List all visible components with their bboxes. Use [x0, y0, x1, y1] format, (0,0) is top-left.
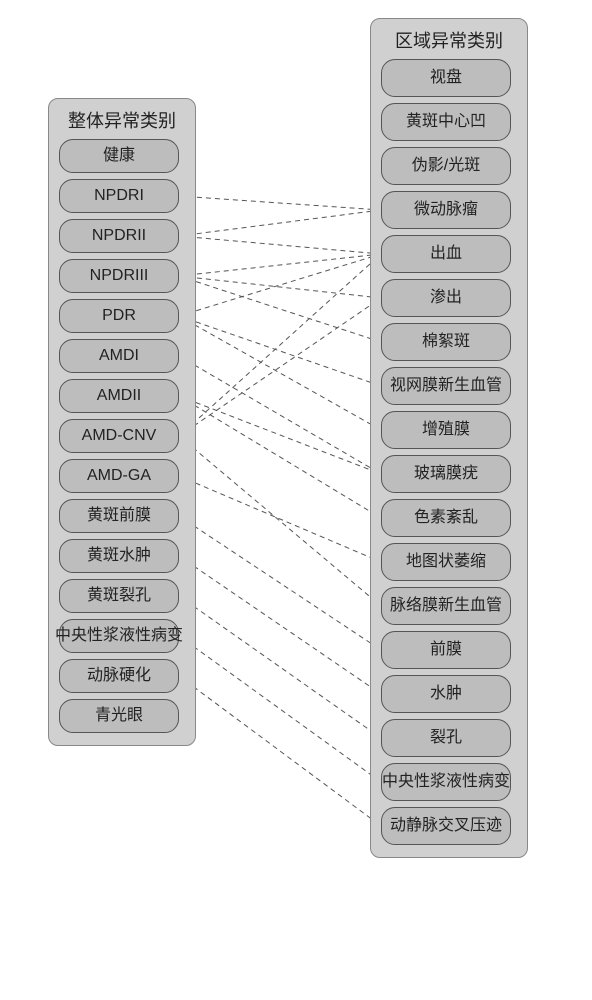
- node-label: 地图状萎缩: [406, 553, 486, 571]
- node-label: 黄斑前膜: [87, 507, 151, 525]
- edge-L4-R8: [179, 316, 381, 430]
- node-R3: 微动脉瘤: [381, 191, 511, 229]
- edge-L3-R6: [179, 276, 381, 342]
- panel-overall-abnormal: 整体异常类别 健康 NPDRI NPDRII NPDRIII PDR AMDI AMDII A…: [48, 98, 196, 746]
- node-L7: AMD-CNV: [59, 419, 179, 453]
- edge-L12-R16: [179, 636, 381, 782]
- node-label: NPDRIII: [90, 267, 149, 285]
- node-label: 微动脉瘤: [414, 201, 478, 219]
- node-label: 出血: [430, 245, 462, 263]
- edge-L3-R4: [179, 254, 381, 276]
- node-R9: 玻璃膜疣: [381, 455, 511, 493]
- edge-L7-R4: [179, 254, 381, 436]
- edge-L10-R14: [179, 556, 381, 694]
- node-R13: 前膜: [381, 631, 511, 669]
- node-L10: 黄斑水肿: [59, 539, 179, 573]
- node-label: 视网膜新生血管: [390, 377, 502, 395]
- node-label: AMDII: [97, 387, 141, 405]
- node-R6: 棉絮斑: [381, 323, 511, 361]
- node-label: NPDRI: [94, 187, 144, 205]
- node-R2: 伪影/光斑: [381, 147, 511, 185]
- edge-L9-R13: [179, 516, 381, 650]
- node-label: 视盘: [430, 69, 462, 87]
- edge-L4-R4: [179, 254, 381, 316]
- edge-L11-R15: [179, 596, 381, 738]
- node-R8: 增殖膜: [381, 411, 511, 449]
- node-label: 中央性浆液性病变: [55, 627, 183, 645]
- node-label: AMD-GA: [87, 467, 151, 485]
- node-label: 黄斑水肿: [87, 547, 151, 565]
- node-label: 动脉硬化: [87, 667, 151, 685]
- node-R5: 渗出: [381, 279, 511, 317]
- node-label: 玻璃膜疣: [414, 465, 478, 483]
- node-label: NPDRII: [92, 227, 146, 245]
- node-label: 前膜: [430, 641, 462, 659]
- node-L13: 动脉硬化: [59, 659, 179, 693]
- edge-L2-R3: [179, 210, 381, 236]
- node-label: PDR: [102, 307, 136, 325]
- node-R17: 动静脉交叉压迹: [381, 807, 511, 845]
- node-label: 黄斑中心凹: [406, 113, 486, 131]
- node-L14: 青光眼: [59, 699, 179, 733]
- node-L0: 健康: [59, 139, 179, 173]
- node-R0: 视盘: [381, 59, 511, 97]
- node-L5: AMDI: [59, 339, 179, 373]
- diagram-container: 整体异常类别 健康 NPDRI NPDRII NPDRIII PDR AMDI AMDII A…: [0, 0, 592, 1000]
- node-L11: 黄斑裂孔: [59, 579, 179, 613]
- node-label: 伪影/光斑: [412, 157, 480, 175]
- panel-left-items: 健康 NPDRI NPDRII NPDRIII PDR AMDI AMDII AMD-CNV A…: [59, 139, 185, 733]
- node-L8: AMD-GA: [59, 459, 179, 493]
- node-label: 黄斑裂孔: [87, 587, 151, 605]
- node-label: 水肿: [430, 685, 462, 703]
- node-label: 青光眼: [95, 707, 143, 725]
- node-R12: 脉络膜新生血管: [381, 587, 511, 625]
- node-R1: 黄斑中心凹: [381, 103, 511, 141]
- node-L3: NPDRIII: [59, 259, 179, 293]
- node-R4: 出血: [381, 235, 511, 273]
- node-R10: 色素紊乱: [381, 499, 511, 537]
- edge-L6-R10: [179, 396, 381, 518]
- node-label: 渗出: [430, 289, 462, 307]
- node-label: 色素紊乱: [414, 509, 478, 527]
- node-R16: 中央性浆液性病变: [381, 763, 511, 801]
- node-L2: NPDRII: [59, 219, 179, 253]
- node-label: 健康: [103, 147, 135, 165]
- node-label: AMDI: [99, 347, 139, 365]
- node-label: AMD-CNV: [82, 427, 157, 445]
- panel-left-title: 整体异常类别: [59, 107, 185, 133]
- edge-L2-R4: [179, 236, 381, 254]
- node-label: 中央性浆液性病变: [382, 773, 510, 791]
- edge-L6-R9: [179, 396, 381, 474]
- edge-L8-R11: [179, 476, 381, 562]
- edge-L5-R9: [179, 356, 381, 474]
- edge-L4-R7: [179, 316, 381, 386]
- node-L1: NPDRI: [59, 179, 179, 213]
- edge-L13-R17: [179, 676, 381, 826]
- node-R15: 裂孔: [381, 719, 511, 757]
- node-label: 增殖膜: [422, 421, 470, 439]
- panel-right-title: 区域异常类别: [381, 27, 517, 53]
- node-R11: 地图状萎缩: [381, 543, 511, 581]
- node-L9: 黄斑前膜: [59, 499, 179, 533]
- panel-region-abnormal: 区域异常类别 视盘黄斑中心凹伪影/光斑微动脉瘤出血渗出棉絮斑视网膜新生血管增殖膜…: [370, 18, 528, 858]
- edge-L1-R3: [179, 196, 381, 210]
- panel-right-items: 视盘黄斑中心凹伪影/光斑微动脉瘤出血渗出棉絮斑视网膜新生血管增殖膜玻璃膜疣色素紊…: [381, 59, 517, 845]
- node-label: 棉絮斑: [422, 333, 470, 351]
- node-L4: PDR: [59, 299, 179, 333]
- edge-L3-R5: [179, 276, 381, 298]
- node-L6: AMDII: [59, 379, 179, 413]
- node-R7: 视网膜新生血管: [381, 367, 511, 405]
- node-label: 裂孔: [430, 729, 462, 747]
- node-R14: 水肿: [381, 675, 511, 713]
- node-L12: 中央性浆液性病变: [59, 619, 179, 653]
- node-label: 动静脉交叉压迹: [390, 817, 502, 835]
- edge-L7-R5: [179, 298, 381, 436]
- edge-L7-R12: [179, 436, 381, 606]
- node-label: 脉络膜新生血管: [390, 597, 502, 615]
